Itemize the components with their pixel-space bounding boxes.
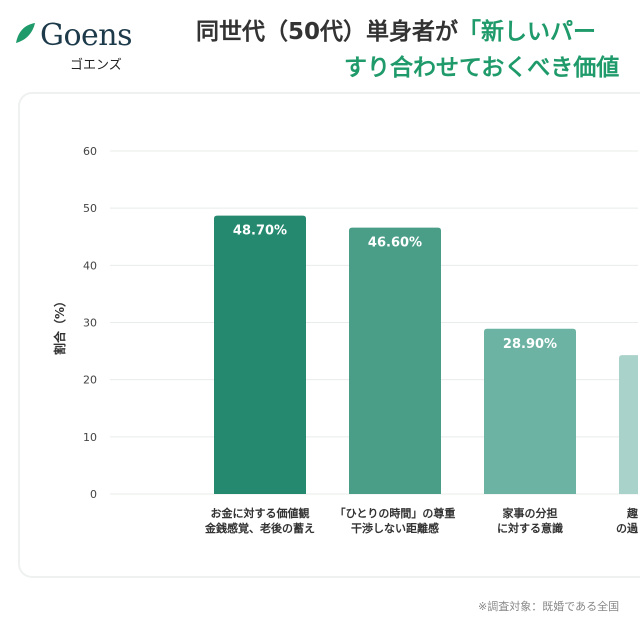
y-tick-label: 20 <box>83 374 97 387</box>
x-tick-label: お金に対する価値観 <box>211 506 310 520</box>
logo-wordmark: Goens <box>40 18 133 53</box>
data-label: 46.60% <box>368 236 422 251</box>
title-part-a: 同世代（50代）単身者が <box>196 19 459 45</box>
bar <box>349 227 441 494</box>
x-tick-label: 金銭感覚、老後の蓄え <box>204 521 315 535</box>
title-part-b: 「新しいパー <box>458 19 597 45</box>
data-label: 48.70% <box>233 224 287 239</box>
x-tick-label: に対する意識 <box>497 521 563 535</box>
logo-kana: ゴエンズ <box>70 58 122 73</box>
bar <box>214 215 306 494</box>
y-axis-title: 割合（%） <box>52 295 67 355</box>
x-tick-label: 「ひとりの時間」の尊重 <box>335 506 456 520</box>
y-tick-label: 10 <box>83 431 97 444</box>
title-line-1: 同世代（50代）単身者が「新しいパー <box>196 12 596 46</box>
title-line-2: すり合わせておくべき価値 <box>344 55 620 81</box>
x-tick-label: 趣 <box>626 506 639 520</box>
x-tick-label: 干渉しない距離感 <box>351 521 439 535</box>
y-tick-label: 30 <box>83 317 97 330</box>
data-label: 28.90% <box>503 337 557 352</box>
y-tick-label: 60 <box>83 145 97 158</box>
y-tick-label: 50 <box>83 202 97 215</box>
y-tick-label: 40 <box>83 259 97 272</box>
goens-logo: Goens ゴエンズ <box>12 16 162 73</box>
survey-note: ※調査対象：既婚である全国 <box>478 600 620 613</box>
x-tick-label: 家事の分担 <box>503 506 558 520</box>
y-tick-label: 0 <box>90 488 97 501</box>
bar <box>484 328 576 494</box>
bar <box>619 355 638 494</box>
x-tick-label: の過 <box>616 521 639 535</box>
chart-card <box>18 92 640 578</box>
leaf-icon <box>16 23 35 43</box>
